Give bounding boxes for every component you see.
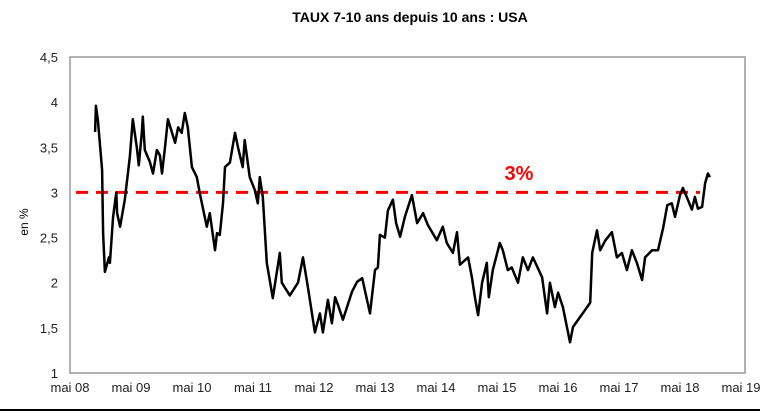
x-tick-label: mai 10 bbox=[172, 380, 211, 395]
chart-title: TAUX 7-10 ans depuis 10 ans : USA bbox=[292, 9, 528, 25]
bottom-divider bbox=[0, 409, 760, 411]
x-tick-label: mai 14 bbox=[416, 380, 455, 395]
y-tick-label: 3,5 bbox=[40, 140, 58, 155]
x-tick-label: mai 13 bbox=[355, 380, 394, 395]
y-tick-label: 2,5 bbox=[40, 231, 58, 246]
y-tick-label: 4,5 bbox=[40, 50, 58, 65]
x-tick-label: mai 12 bbox=[294, 380, 333, 395]
x-tick-label: mai 18 bbox=[660, 380, 699, 395]
x-tick-label: mai 11 bbox=[234, 380, 272, 395]
rate-series-line bbox=[93, 104, 711, 344]
y-tick-label: 2 bbox=[51, 276, 58, 291]
plot-area-frame bbox=[69, 56, 746, 374]
x-tick-label: mai 19 bbox=[721, 380, 760, 395]
y-tick-label: 1,5 bbox=[40, 321, 58, 336]
reference-line-label: 3% bbox=[505, 163, 534, 185]
y-tick-label: 1 bbox=[51, 366, 58, 381]
x-tick-label: mai 09 bbox=[111, 380, 150, 395]
y-tick-label: 3 bbox=[51, 185, 58, 200]
y-tick-label: 4 bbox=[51, 95, 58, 110]
x-tick-label: mai 17 bbox=[599, 380, 638, 395]
x-tick-label: mai 08 bbox=[50, 380, 89, 395]
x-tick-label: mai 16 bbox=[538, 380, 577, 395]
x-tick-label: mai 15 bbox=[477, 380, 516, 395]
